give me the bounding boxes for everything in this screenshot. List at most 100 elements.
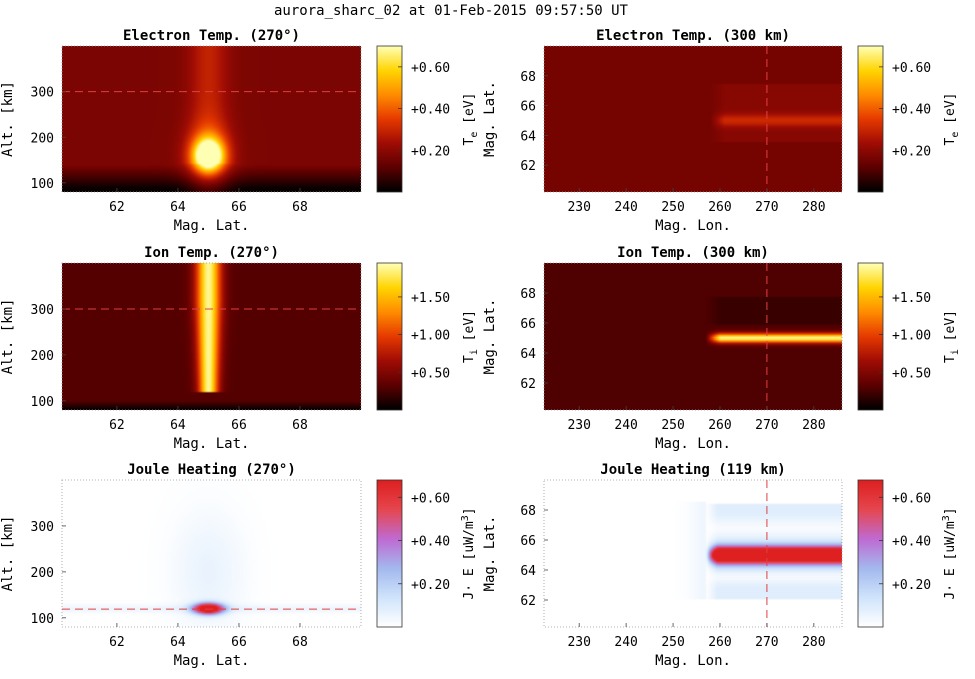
y-tick-label: 200: [31, 349, 54, 364]
colorbar-tick-label: +0.40: [411, 103, 450, 118]
colorbar-label-main: T: [462, 138, 477, 146]
y-tick-label: 62: [520, 159, 536, 174]
y-tick-label: 300: [31, 520, 54, 535]
colorbar-tick-label: +0.60: [411, 491, 450, 506]
heatmap-image: [62, 480, 361, 627]
y-tick-label: 68: [520, 504, 536, 519]
y-tick-label: 100: [31, 612, 54, 627]
y-tick-label: 200: [31, 131, 54, 146]
y-tick-label: 64: [520, 564, 536, 579]
panel-title: Ion Temp. (270°): [144, 245, 279, 261]
panel-title: Ion Temp. (300 km): [617, 245, 769, 261]
panel-title: Electron Temp. (300 km): [596, 28, 790, 44]
x-tick-label: 280: [802, 418, 825, 433]
colorbar-label-unit: [eV]: [462, 310, 477, 349]
colorbar-frame: [857, 262, 884, 411]
colorbar-label-superscript: 3: [460, 515, 471, 521]
x-axis-label: Mag. Lon.: [655, 436, 731, 452]
colorbar-label-unit: [eV]: [943, 310, 958, 349]
x-tick-label: 62: [109, 418, 125, 433]
colorbar-label-subscript: e: [950, 132, 961, 138]
colorbar: +0.20 +0.40 +0.60 Te [eV]: [376, 45, 480, 193]
colorbar: +0.50 +1.00 +1.50 Ti [eV]: [857, 262, 961, 411]
x-tick-label: 230: [567, 200, 590, 215]
x-tick-label: 270: [755, 200, 778, 215]
colorbar-tick-label: +1.50: [892, 291, 931, 306]
panel-title: Joule Heating (270°): [127, 462, 296, 478]
y-tick-label: 100: [31, 395, 54, 410]
x-tick-label: 280: [802, 200, 825, 215]
figure-title: aurora_sharc_02 at 01-Feb-2015 09:57:50 …: [274, 3, 629, 19]
colorbar-tick-label: +0.20: [411, 144, 450, 159]
x-tick-label: 260: [708, 635, 731, 650]
x-tick-label: 66: [231, 418, 247, 433]
colorbar-label-unit: ]: [462, 507, 477, 515]
y-tick-label: 64: [520, 347, 536, 362]
colorbar-gradient: [858, 46, 883, 192]
x-tick-label: 260: [708, 418, 731, 433]
x-tick-label: 280: [802, 635, 825, 650]
colorbar-label: J· E [uW/m3]: [460, 507, 477, 599]
panel-title: Electron Temp. (270°): [123, 28, 300, 44]
y-tick-label: 66: [520, 100, 536, 115]
colorbar: +0.20 +0.40 +0.60 J· E [uW/m3]: [857, 479, 958, 628]
y-axis-label: Alt. [km]: [0, 516, 16, 592]
colorbar-gradient: [377, 46, 402, 192]
x-tick-label: 66: [231, 635, 247, 650]
plot-frame: [61, 262, 362, 411]
colorbar-label: Te [eV]: [462, 93, 480, 146]
colorbar-tick-label: +0.60: [892, 61, 931, 76]
panel-5: Joule Heating (270°) 62 64 66 68 100 200 300 Mag…: [0, 462, 477, 669]
y-tick-label: 62: [520, 377, 536, 392]
colorbar-frame: [376, 262, 403, 411]
panel-3: Ion Temp. (270°) 62 64 66 68 100 200 300 Mag. La…: [0, 245, 480, 452]
x-tick-label: 240: [614, 200, 637, 215]
panel-2: Electron Temp. (300 km) 230 240 250 260 270 28…: [482, 28, 961, 234]
x-axis-label: Mag. Lon.: [655, 218, 731, 234]
heatmap-image: [62, 46, 361, 192]
heatmap-image: [544, 263, 842, 410]
y-tick-label: 68: [520, 70, 536, 85]
x-tick-label: 230: [567, 418, 590, 433]
colorbar-gradient: [858, 263, 883, 410]
colorbar-tick-label: +0.60: [892, 491, 931, 506]
x-tick-label: 250: [661, 200, 684, 215]
colorbar-label-main: T: [943, 355, 958, 363]
x-axis-label: Mag. Lat.: [174, 436, 250, 452]
y-axis-label: Alt. [km]: [0, 299, 16, 375]
panel-grid: Electron Temp. (270°) 62 64 66 68 100 200 300 Ma…: [0, 28, 961, 669]
x-tick-label: 270: [755, 418, 778, 433]
colorbar-label: Ti [eV]: [943, 310, 961, 363]
x-axis-label: Mag. Lat.: [174, 218, 250, 234]
x-tick-label: 230: [567, 635, 590, 650]
x-tick-label: 66: [231, 200, 247, 215]
colorbar-label-subscript: i: [469, 349, 480, 355]
plot-frame: [543, 479, 843, 628]
x-tick-label: 250: [661, 635, 684, 650]
y-tick-label: 64: [520, 129, 536, 144]
panel-title: Joule Heating (119 km): [600, 462, 785, 478]
colorbar-label-unit: ]: [943, 507, 958, 515]
x-tick-label: 250: [661, 418, 684, 433]
x-tick-label: 64: [170, 200, 186, 215]
x-tick-label: 68: [292, 635, 308, 650]
colorbar-tick-label: +0.20: [411, 578, 450, 593]
heatmap-image: [544, 46, 842, 192]
colorbar: +0.20 +0.40 +0.60 Te [eV]: [857, 45, 961, 193]
y-tick-label: 100: [31, 177, 54, 192]
colorbar: +0.50 +1.00 +1.50 Ti [eV]: [376, 262, 480, 411]
x-tick-label: 64: [170, 418, 186, 433]
x-tick-label: 68: [292, 418, 308, 433]
colorbar-tick-label: +1.00: [411, 329, 450, 344]
colorbar-label: J· E [uW/m3]: [941, 507, 958, 599]
colorbar-tick-label: +0.50: [892, 366, 931, 381]
y-tick-label: 66: [520, 534, 536, 549]
colorbar-label-main: T: [462, 355, 477, 363]
heatmap-image: [62, 263, 361, 410]
x-tick-label: 240: [614, 635, 637, 650]
colorbar-tick-label: +0.40: [411, 535, 450, 550]
colorbar-label-unit: [eV]: [943, 93, 958, 132]
x-axis-label: Mag. Lon.: [655, 653, 731, 669]
